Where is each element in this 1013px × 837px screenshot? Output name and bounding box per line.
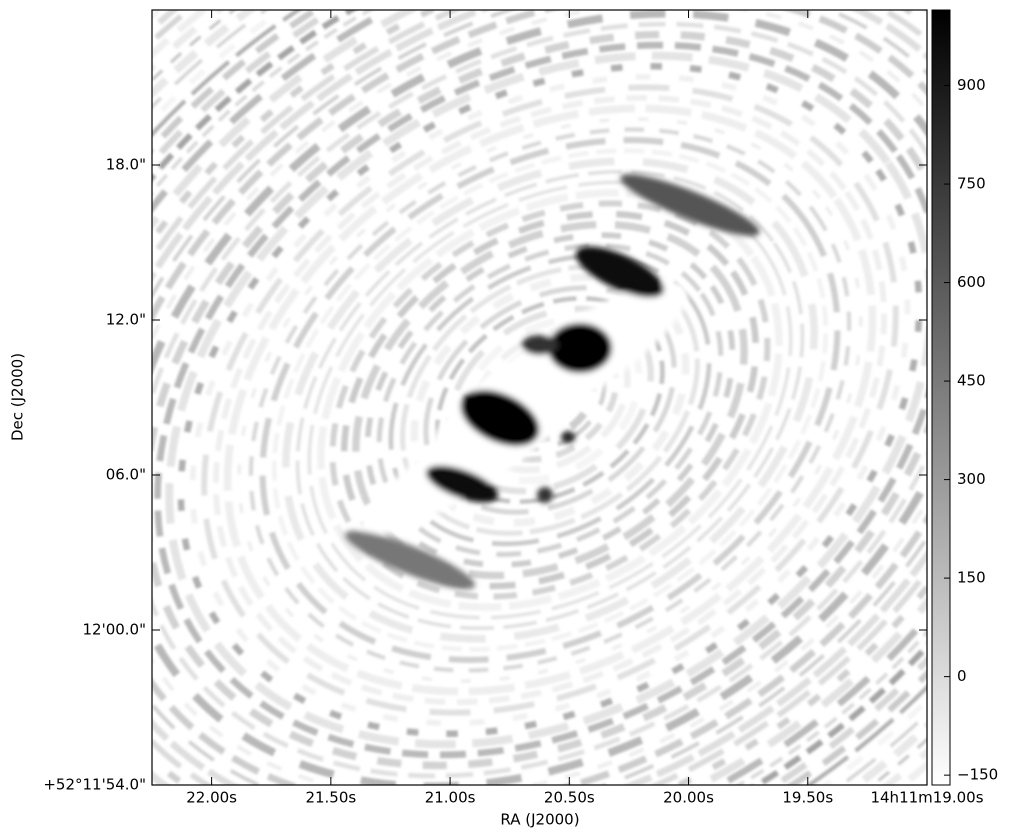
y-tick-label: 06.0" bbox=[106, 466, 146, 484]
x-tick-label: 21.50s bbox=[305, 789, 356, 807]
x-tick-label: 21.00s bbox=[425, 789, 476, 807]
ring bbox=[212, 94, 888, 706]
ring bbox=[154, 41, 927, 759]
x-axis-label: RA (J2000) bbox=[500, 811, 579, 829]
ring bbox=[329, 200, 771, 600]
ring bbox=[223, 104, 877, 696]
y-tick-label: 18.0" bbox=[106, 156, 146, 174]
plot-frame bbox=[151, 9, 928, 786]
ring bbox=[307, 180, 793, 620]
y-axis-label: Dec (J2000) bbox=[9, 353, 27, 441]
ring bbox=[282, 157, 818, 643]
y-tick-label: 12.0" bbox=[106, 311, 146, 329]
colorbar-tick-label: 150 bbox=[957, 569, 986, 587]
ring bbox=[317, 189, 783, 611]
ring bbox=[248, 127, 852, 673]
ring bbox=[237, 117, 863, 683]
ring bbox=[201, 84, 899, 716]
ring bbox=[177, 63, 923, 737]
colorbar-tick-label: 750 bbox=[957, 175, 986, 193]
colorbar-tick-label: −150 bbox=[957, 766, 998, 784]
x-tick-label: 20.00s bbox=[663, 789, 714, 807]
x-tick-label: 14h11m19.00s bbox=[870, 789, 983, 807]
colorbar-tick-label: 900 bbox=[957, 76, 986, 94]
colorbar-tick-label: 300 bbox=[957, 470, 986, 488]
y-tick-label: 12'00.0" bbox=[82, 621, 146, 639]
x-tick-label: 22.00s bbox=[186, 789, 237, 807]
y-tick-label: +52°11'54.0" bbox=[43, 776, 146, 794]
colorbar-tick-label: 600 bbox=[957, 273, 986, 291]
ring bbox=[165, 51, 927, 749]
colorbar-tick-label: 0 bbox=[957, 667, 967, 685]
ring bbox=[272, 148, 828, 652]
ring bbox=[189, 74, 911, 726]
colorbar-tick-label: 450 bbox=[957, 372, 986, 390]
ring bbox=[259, 137, 841, 663]
colorbar bbox=[931, 9, 951, 786]
x-tick-label: 20.50s bbox=[544, 789, 595, 807]
x-tick-label: 19.50s bbox=[782, 789, 833, 807]
